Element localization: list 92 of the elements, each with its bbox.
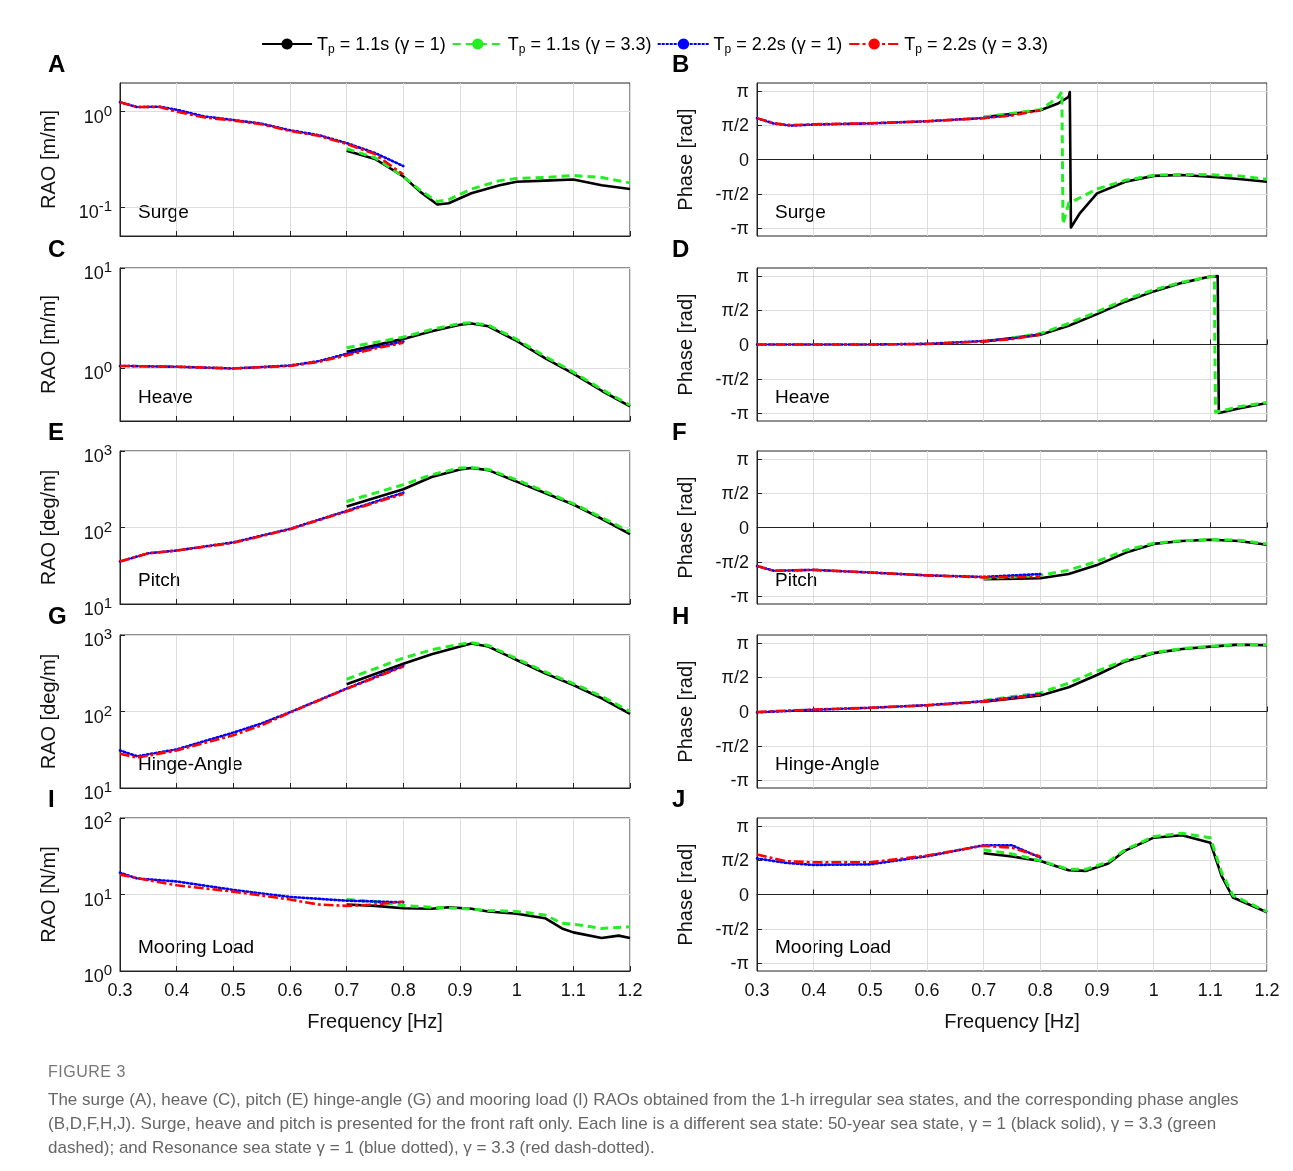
y-tick-label: 10$^{2}$ (83, 700, 112, 728)
annotation: Hinge-Angle (138, 753, 243, 774)
annotation: Heave (138, 386, 193, 407)
y-tick-label: π/2 (721, 850, 749, 871)
text: F (672, 417, 687, 445)
y-tick-label: 10$^{2}$ (83, 807, 112, 834)
y-tick-label: 0 (738, 149, 749, 170)
text: G (48, 601, 67, 629)
y-tick-label: -π (730, 953, 749, 974)
text: C (48, 234, 66, 262)
x-tick-label: 0.7 (971, 980, 997, 1000)
text: H (672, 601, 690, 629)
x-tick-label: 1.1 (560, 980, 586, 1000)
line-series (755, 113, 1014, 127)
y-tick-label: -π (730, 218, 749, 239)
x-tick-label: 0.6 (277, 980, 303, 1000)
y-tick-label: 10$^{1}$ (83, 257, 112, 284)
x-tick-label: 0.9 (1084, 980, 1110, 1000)
text: J (672, 784, 686, 812)
x-tick-label: 0.9 (447, 980, 473, 1000)
y-tick-label: π (736, 815, 749, 836)
x-tick-label: 0.5 (857, 980, 883, 1000)
x-tick-label: 0.4 (801, 980, 827, 1000)
y-axis-title: RAO [deg/m] (37, 653, 59, 770)
y-tick-label: -π/2 (715, 735, 749, 756)
annotation: Pitch (138, 569, 181, 590)
x-tick-label: 0.3 (107, 980, 133, 1000)
y-tick-label: 0 (738, 884, 749, 905)
y-tick-label: π (736, 448, 749, 469)
y-axis-title: Phase [rad] (674, 108, 696, 211)
x-tick-label: 1.1 (1197, 980, 1223, 1000)
y-tick-label: π/2 (721, 300, 749, 321)
y-tick-label: 10$^{3}$ (83, 440, 112, 467)
y-tick-label: 10$^{1}$ (83, 883, 112, 911)
annotation: Mooring Load (138, 936, 255, 957)
y-tick-label: π/2 (721, 483, 749, 504)
y-axis-title: RAO [N/m] (37, 846, 59, 943)
text: B (672, 49, 690, 77)
x-tick-label: 1.2 (617, 980, 643, 1000)
x-tick-label: 1.2 (1254, 980, 1280, 1000)
y-tick-label: π/2 (721, 667, 749, 688)
y-tick-label: 0 (738, 334, 749, 355)
x-tick-label: 1 (511, 980, 522, 1000)
x-tick-label: 0.5 (220, 980, 246, 1000)
line-series (755, 109, 1042, 127)
y-tick-label: 10$^{2}$ (83, 516, 112, 544)
text: E (48, 417, 65, 445)
y-tick-label: π (736, 80, 749, 101)
y-tick-label: 0 (738, 701, 749, 722)
y-tick-label: -π (730, 403, 749, 424)
x-tick-label: 1 (1148, 980, 1159, 1000)
line-series (345, 898, 632, 930)
y-tick-label: -π/2 (715, 551, 749, 572)
x-axis-title: Frequency [Hz] (307, 1010, 443, 1032)
x-tick-label: 0.6 (914, 980, 940, 1000)
x-axis-title: Frequency [Hz] (944, 1010, 1080, 1032)
y-axis-title: RAO [m/m] (37, 110, 59, 209)
y-tick-label: π (736, 632, 749, 653)
y-axis-title: RAO [m/m] (37, 295, 59, 394)
y-tick-label: 10$^{0}$ (83, 100, 112, 128)
y-tick-label: 0 (738, 517, 749, 538)
text: D (672, 234, 690, 262)
x-tick-label: 0.4 (164, 980, 190, 1000)
y-axis-title: RAO [deg/m] (37, 469, 59, 586)
y-tick-label: -π (730, 586, 749, 607)
y-tick-label: -π/2 (715, 368, 749, 389)
y-axis-title: Phase [rad] (674, 476, 696, 579)
y-tick-label: π (736, 265, 749, 286)
x-tick-label: 0.3 (744, 980, 770, 1000)
text: The surge (A), heave (C), pitch (E) hinge-angle (G) and mooring load (I) RAOs obtained from the 1-h irregular sea states, and the corresponding phase angles (B,D,F,H,J). Surge, heave and pitch is presented for the front raft only. Each line is a different sea state: 50-year sea state, γ = 1 (black solid), γ = 3.3 (green dashed); and Resonance sea state γ = 1 (blue dotted), γ = 3.3 (red dash-dotted). (48, 1089, 1240, 1159)
y-tick-label: 10$^{-1}$ (78, 196, 112, 224)
x-tick-label: 0.7 (334, 980, 360, 1000)
x-tick-label: 0.8 (390, 980, 416, 1000)
y-tick-label: -π (730, 770, 749, 791)
y-axis-title: Phase [rad] (674, 660, 696, 763)
caption: FIGURE 3 (48, 1062, 127, 1082)
annotation: Heave (775, 386, 830, 407)
y-tick-label: 10$^{1}$ (83, 777, 112, 804)
annotation: Mooring Load (775, 936, 892, 957)
annotation: Pitch (775, 569, 818, 590)
x-tick-label: 0.8 (1027, 980, 1053, 1000)
y-tick-label: 10$^{0}$ (83, 357, 112, 385)
y-tick-label: -π/2 (715, 183, 749, 204)
y-axis-title: Phase [rad] (674, 293, 696, 396)
text: I (48, 784, 55, 812)
annotation: Hinge-Angle (775, 753, 880, 774)
y-tick-label: -π/2 (715, 918, 749, 939)
y-axis-title: Phase [rad] (674, 843, 696, 946)
text: A (48, 49, 66, 77)
y-tick-label: 10$^{1}$ (83, 593, 112, 620)
y-tick-label: 10$^{3}$ (83, 624, 112, 651)
y-tick-label: π/2 (721, 115, 749, 136)
